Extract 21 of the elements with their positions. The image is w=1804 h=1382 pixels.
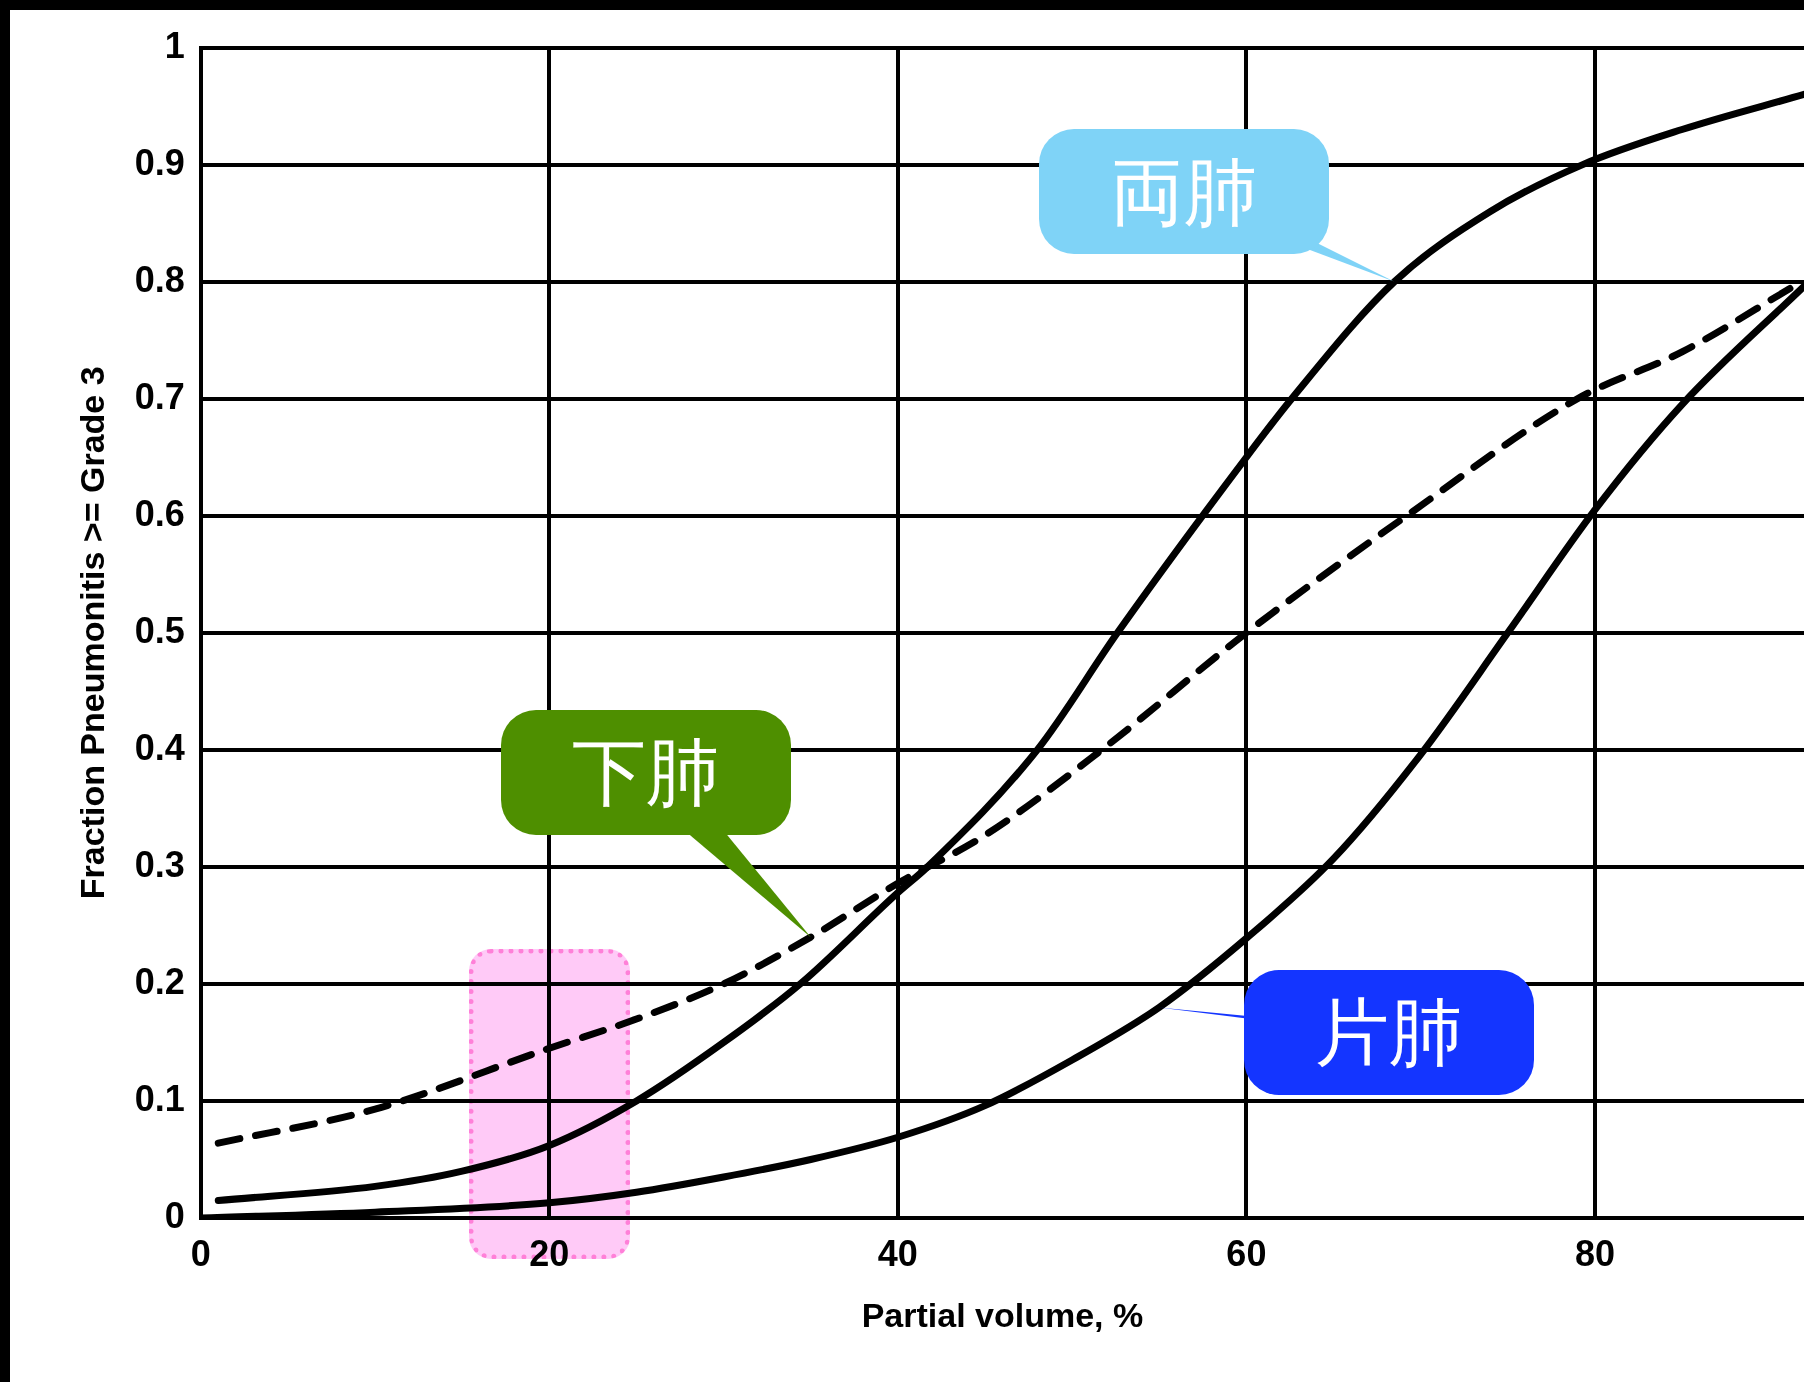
y-tick-label: 0.9 — [134, 141, 185, 183]
annotation: 両肺 — [1110, 148, 1259, 235]
y-tick-label: 0.1 — [134, 1077, 185, 1119]
y-tick-label: 0.5 — [134, 609, 185, 651]
y-tick-label: 0.6 — [134, 492, 185, 534]
x-tick-label: 40 — [877, 1232, 918, 1274]
y-tick-label: 0.4 — [134, 726, 185, 768]
y-tick-label: 0 — [164, 1194, 185, 1236]
x-tick-label: 80 — [1574, 1232, 1615, 1274]
annotation: 下肺 — [571, 729, 720, 816]
x-tick-label: 0 — [190, 1232, 211, 1274]
y-tick-label: 0.3 — [134, 843, 185, 885]
y-tick-label: 0.7 — [134, 375, 185, 417]
x-tick-label: 20 — [529, 1232, 570, 1274]
y-tick-label: 0.8 — [134, 258, 185, 300]
annotation: 片肺 — [1315, 989, 1464, 1076]
x-axis-title: Partial volume, % — [861, 1295, 1144, 1334]
x-tick-label: 60 — [1226, 1232, 1267, 1274]
y-tick-label: 0.2 — [134, 960, 185, 1002]
y-tick-label: 1 — [164, 24, 185, 66]
y-axis-title: Fraction Pneumonitis >= Grade 3 — [72, 366, 111, 900]
